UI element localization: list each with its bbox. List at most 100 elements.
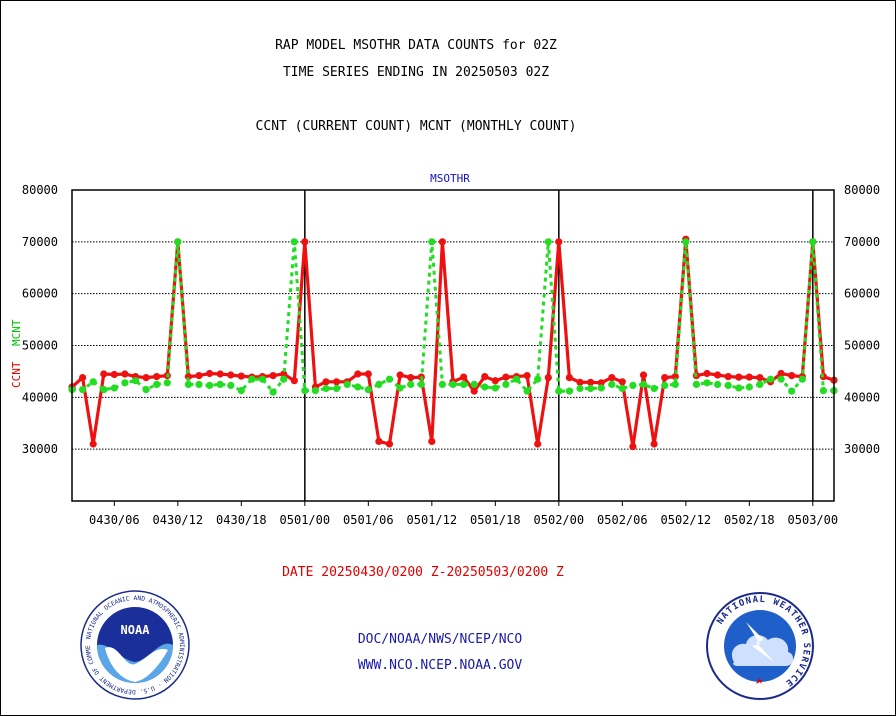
noaa-seal-icon[interactable]: NATIONAL OCEANIC AND ATMOSPHERIC ADMINIS…: [80, 590, 190, 700]
point-ccnt-2: [89, 440, 97, 448]
point-ccnt-50: [597, 379, 605, 387]
point-ccnt-49: [587, 378, 595, 386]
point-ccnt-45: [544, 374, 552, 382]
y-tick-label-left-50000: 50000: [22, 339, 58, 353]
point-mcnt-52: [618, 384, 626, 393]
y-tick-label-right-70000: 70000: [844, 235, 880, 249]
point-ccnt-38: [470, 387, 478, 395]
point-mcnt-17: [248, 375, 256, 383]
grid-lines: [72, 241, 834, 450]
point-mcnt-27: [354, 383, 362, 391]
y-tick-label-right-30000: 30000: [844, 442, 880, 456]
point-mcnt-22: [301, 387, 309, 395]
nws-seal-icon[interactable]: NATIONAL WEATHER SERVICE: [706, 592, 814, 700]
point-mcnt-69: [798, 375, 806, 383]
point-mcnt-62: [724, 381, 732, 389]
y-tick-label-right-40000: 40000: [844, 390, 880, 404]
point-mcnt-54: [639, 380, 648, 388]
x-tick-label-0430/12: 0430/12: [153, 513, 204, 527]
point-mcnt-47: [565, 387, 574, 395]
point-mcnt-56: [661, 381, 669, 389]
point-mcnt-71: [819, 387, 828, 395]
point-ccnt-3: [100, 370, 108, 378]
x-tick-label-0502/12: 0502/12: [661, 513, 712, 527]
x-tick-label-0503/00: 0503/00: [788, 513, 839, 527]
point-mcnt-7: [142, 386, 150, 394]
y-tick-label-left-60000: 60000: [22, 287, 58, 301]
point-mcnt-40: [491, 384, 499, 392]
point-mcnt-14: [216, 380, 224, 388]
x-tick-label-0501/12: 0501/12: [407, 513, 458, 527]
point-mcnt-13: [206, 381, 214, 389]
panel-label: MSOTHR: [430, 172, 470, 185]
y-tick-label-right-60000: 60000: [844, 287, 880, 301]
point-mcnt-18: [258, 375, 267, 383]
point-mcnt-55: [650, 384, 658, 393]
point-mcnt-15: [227, 381, 235, 389]
x-tick-label-0430/06: 0430/06: [89, 513, 140, 527]
point-ccnt-13: [206, 369, 214, 378]
point-ccnt-14: [216, 370, 224, 378]
point-ccnt-7: [142, 374, 150, 382]
point-ccnt-40: [491, 377, 499, 385]
point-mcnt-19: [269, 388, 277, 396]
chart-title: RAP MODEL MSOTHR DATA COUNTS for 02Z: [275, 38, 557, 53]
point-mcnt-20: [280, 375, 288, 383]
point-ccnt-5: [121, 370, 129, 378]
point-mcnt-43: [523, 387, 531, 395]
footer-url-link[interactable]: WWW.NCO.NCEP.NOAA.GOV: [357, 658, 523, 673]
point-ccnt-12: [195, 372, 203, 380]
point-mcnt-60: [703, 379, 711, 387]
point-ccnt-20: [280, 370, 288, 378]
x-tick-label-0502/18: 0502/18: [724, 513, 775, 527]
point-mcnt-23: [311, 387, 319, 395]
point-ccnt-8: [153, 373, 161, 381]
point-ccnt-47: [565, 374, 574, 382]
point-ccnt-64: [745, 373, 753, 381]
point-ccnt-43: [523, 372, 531, 380]
point-mcnt-39: [481, 383, 489, 391]
point-ccnt-1: [79, 374, 87, 382]
point-ccnt-25: [333, 378, 341, 386]
point-mcnt-33: [417, 380, 425, 388]
point-mcnt-36: [449, 380, 457, 388]
point-ccnt-4: [110, 370, 118, 379]
point-ccnt-22: [301, 238, 309, 246]
point-mcnt-44: [534, 375, 542, 383]
y-tick-label-left-40000: 40000: [22, 390, 58, 404]
point-mcnt-5: [121, 379, 129, 387]
point-mcnt-64: [745, 383, 753, 391]
point-mcnt-51: [608, 380, 616, 388]
x-tick-label-0502/00: 0502/00: [534, 513, 585, 527]
point-ccnt-37: [460, 373, 468, 381]
point-mcnt-45: [544, 238, 552, 246]
point-mcnt-70: [809, 238, 817, 246]
point-ccnt-62: [724, 373, 732, 381]
point-ccnt-55: [650, 440, 658, 448]
point-mcnt-37: [460, 380, 468, 388]
point-mcnt-12: [195, 380, 203, 388]
point-mcnt-65: [756, 380, 764, 388]
point-mcnt-42: [512, 375, 521, 383]
x-tick-label-0501/00: 0501/00: [280, 513, 331, 527]
point-ccnt-21: [290, 377, 298, 385]
point-ccnt-28: [364, 370, 372, 378]
point-ccnt-48: [576, 378, 584, 386]
point-ccnt-46: [555, 238, 563, 246]
point-ccnt-39: [481, 373, 489, 381]
point-mcnt-49: [587, 384, 595, 393]
point-mcnt-29: [375, 380, 383, 388]
point-mcnt-3: [100, 386, 108, 394]
chart-subtitle: TIME SERIES ENDING IN 20250503 02Z: [282, 65, 550, 80]
point-mcnt-1: [79, 386, 87, 394]
point-ccnt-27: [354, 370, 362, 378]
x-tick-label-0502/06: 0502/06: [597, 513, 648, 527]
point-mcnt-25: [333, 384, 341, 393]
point-ccnt-29: [375, 437, 383, 445]
point-mcnt-4: [110, 384, 118, 392]
series-line-ccnt: [70, 237, 835, 449]
point-ccnt-52: [618, 378, 626, 386]
footer-org-link[interactable]: DOC/NOAA/NWS/NCEP/NCO: [357, 632, 523, 647]
point-mcnt-34: [428, 238, 436, 246]
